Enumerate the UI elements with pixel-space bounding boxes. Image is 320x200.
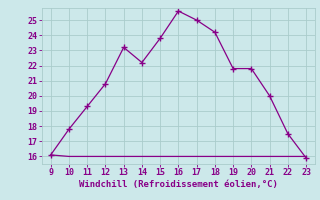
X-axis label: Windchill (Refroidissement éolien,°C): Windchill (Refroidissement éolien,°C)	[79, 180, 278, 189]
